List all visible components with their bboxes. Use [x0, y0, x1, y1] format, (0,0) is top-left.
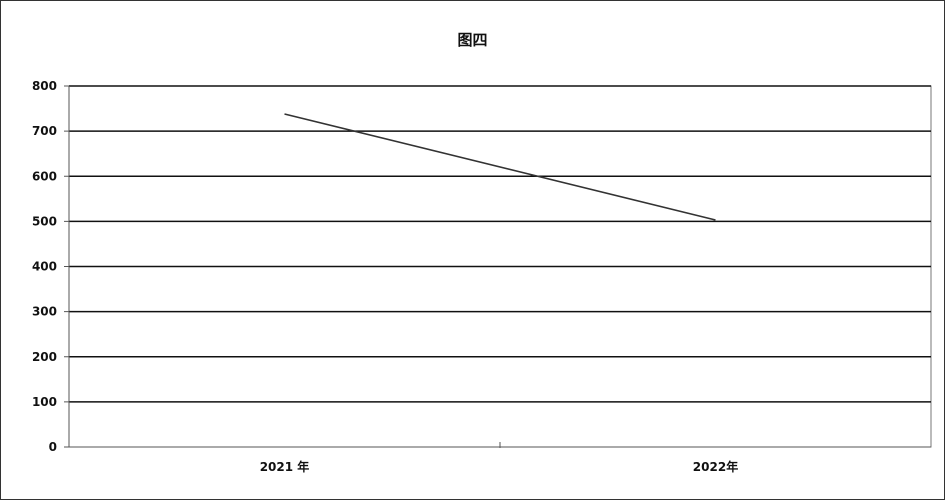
y-tick-label: 300 — [32, 305, 57, 319]
y-tick-label: 800 — [32, 79, 57, 93]
y-tick-label: 100 — [32, 395, 57, 409]
y-tick-label: 600 — [32, 169, 57, 183]
y-tick-label: 500 — [32, 214, 57, 228]
x-tick-label: 2021 年 — [260, 459, 310, 474]
y-tick-label: 200 — [32, 350, 57, 364]
y-tick-label: 400 — [32, 260, 57, 274]
x-tick-label: 2022年 — [693, 459, 738, 474]
series-line — [284, 113, 716, 221]
chart-title: 图四 — [457, 31, 488, 49]
y-tick-label: 0 — [49, 440, 57, 454]
y-tick-label: 700 — [32, 124, 57, 138]
